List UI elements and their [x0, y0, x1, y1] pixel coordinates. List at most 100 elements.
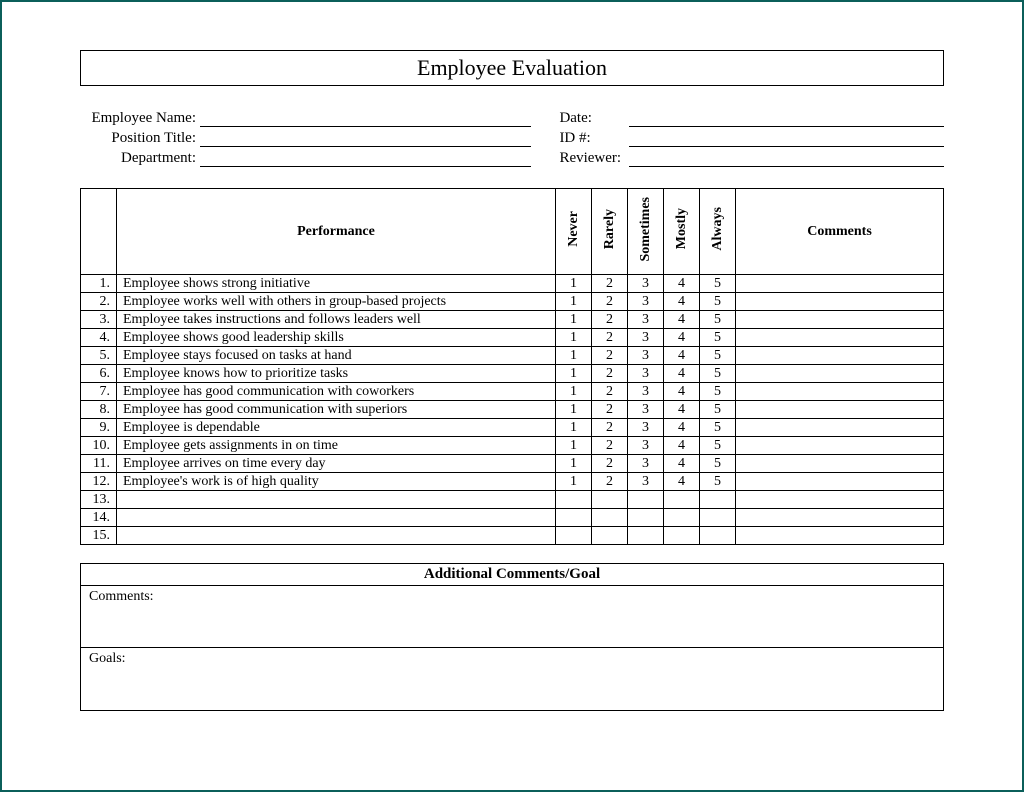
rating-cell[interactable]: 1 — [556, 293, 592, 311]
rating-cell[interactable]: 2 — [592, 365, 628, 383]
rating-cell[interactable]: 5 — [700, 401, 736, 419]
comments-cell[interactable] — [736, 419, 944, 437]
rating-cell[interactable]: 1 — [556, 437, 592, 455]
rating-cell[interactable]: 5 — [700, 365, 736, 383]
rating-cell[interactable]: 2 — [592, 473, 628, 491]
rating-cell[interactable]: 3 — [628, 329, 664, 347]
rating-cell[interactable]: 3 — [628, 347, 664, 365]
comments-cell[interactable] — [736, 473, 944, 491]
input-id[interactable] — [629, 131, 944, 147]
comments-cell[interactable] — [736, 293, 944, 311]
rating-cell[interactable]: 4 — [664, 311, 700, 329]
rating-cell[interactable]: 3 — [628, 383, 664, 401]
rating-cell[interactable]: 4 — [664, 401, 700, 419]
input-department[interactable] — [200, 151, 531, 167]
rating-cell[interactable]: 4 — [664, 473, 700, 491]
rating-cell[interactable]: 2 — [592, 383, 628, 401]
input-reviewer[interactable] — [629, 151, 944, 167]
rating-cell[interactable] — [700, 509, 736, 527]
rating-cell[interactable]: 2 — [592, 311, 628, 329]
rating-cell[interactable]: 5 — [700, 419, 736, 437]
comments-cell[interactable] — [736, 347, 944, 365]
performance-text: Employee's work is of high quality — [117, 473, 556, 491]
goals-block[interactable]: Goals: — [81, 648, 943, 710]
rating-cell[interactable]: 5 — [700, 347, 736, 365]
rating-cell[interactable]: 1 — [556, 311, 592, 329]
rating-cell[interactable]: 3 — [628, 275, 664, 293]
rating-cell[interactable]: 4 — [664, 347, 700, 365]
comments-cell[interactable] — [736, 455, 944, 473]
comments-cell[interactable] — [736, 383, 944, 401]
rating-cell[interactable]: 1 — [556, 419, 592, 437]
rating-cell[interactable]: 3 — [628, 437, 664, 455]
comments-cell[interactable] — [736, 527, 944, 545]
rating-cell[interactable]: 5 — [700, 329, 736, 347]
rating-cell[interactable]: 5 — [700, 293, 736, 311]
rating-cell[interactable]: 4 — [664, 383, 700, 401]
rating-cell[interactable]: 1 — [556, 473, 592, 491]
rating-cell[interactable]: 3 — [628, 311, 664, 329]
rating-cell[interactable] — [592, 509, 628, 527]
performance-text: Employee knows how to prioritize tasks — [117, 365, 556, 383]
rating-cell[interactable] — [556, 527, 592, 545]
rating-cell[interactable]: 1 — [556, 347, 592, 365]
rating-cell[interactable] — [628, 491, 664, 509]
rating-cell[interactable]: 5 — [700, 275, 736, 293]
rating-cell[interactable]: 2 — [592, 293, 628, 311]
rating-cell[interactable]: 4 — [664, 419, 700, 437]
rating-cell[interactable]: 3 — [628, 473, 664, 491]
rating-cell[interactable]: 3 — [628, 455, 664, 473]
rating-cell[interactable]: 1 — [556, 455, 592, 473]
rating-cell[interactable]: 5 — [700, 473, 736, 491]
rating-cell[interactable] — [592, 527, 628, 545]
rating-cell[interactable]: 3 — [628, 419, 664, 437]
rating-cell[interactable] — [592, 491, 628, 509]
rating-cell[interactable]: 5 — [700, 437, 736, 455]
comments-cell[interactable] — [736, 437, 944, 455]
rating-cell[interactable]: 4 — [664, 437, 700, 455]
rating-cell[interactable]: 1 — [556, 383, 592, 401]
rating-cell[interactable]: 2 — [592, 275, 628, 293]
rating-cell[interactable]: 2 — [592, 419, 628, 437]
rating-cell[interactable]: 2 — [592, 401, 628, 419]
input-employee-name[interactable] — [200, 111, 531, 127]
comments-block[interactable]: Comments: — [81, 586, 943, 648]
rating-cell[interactable]: 2 — [592, 329, 628, 347]
rating-cell[interactable] — [664, 491, 700, 509]
comments-cell[interactable] — [736, 365, 944, 383]
rating-cell[interactable]: 5 — [700, 311, 736, 329]
rating-cell[interactable]: 4 — [664, 365, 700, 383]
rating-cell[interactable] — [556, 509, 592, 527]
rating-cell[interactable] — [628, 509, 664, 527]
rating-cell[interactable] — [700, 491, 736, 509]
rating-cell[interactable] — [700, 527, 736, 545]
rating-cell[interactable]: 3 — [628, 365, 664, 383]
rating-cell[interactable]: 1 — [556, 275, 592, 293]
comments-cell[interactable] — [736, 275, 944, 293]
rating-cell[interactable]: 3 — [628, 293, 664, 311]
rating-cell[interactable]: 5 — [700, 455, 736, 473]
rating-cell[interactable]: 1 — [556, 365, 592, 383]
rating-cell[interactable] — [664, 509, 700, 527]
rating-cell[interactable]: 4 — [664, 455, 700, 473]
comments-cell[interactable] — [736, 311, 944, 329]
rating-cell[interactable] — [664, 527, 700, 545]
rating-cell[interactable]: 5 — [700, 383, 736, 401]
rating-cell[interactable]: 2 — [592, 455, 628, 473]
input-date[interactable] — [629, 111, 944, 127]
rating-cell[interactable]: 2 — [592, 347, 628, 365]
comments-cell[interactable] — [736, 509, 944, 527]
rating-cell[interactable]: 2 — [592, 437, 628, 455]
rating-cell[interactable]: 4 — [664, 275, 700, 293]
input-position-title[interactable] — [200, 131, 531, 147]
comments-cell[interactable] — [736, 329, 944, 347]
rating-cell[interactable] — [556, 491, 592, 509]
rating-cell[interactable]: 1 — [556, 401, 592, 419]
rating-cell[interactable] — [628, 527, 664, 545]
rating-cell[interactable]: 4 — [664, 329, 700, 347]
comments-cell[interactable] — [736, 491, 944, 509]
rating-cell[interactable]: 3 — [628, 401, 664, 419]
rating-cell[interactable]: 4 — [664, 293, 700, 311]
rating-cell[interactable]: 1 — [556, 329, 592, 347]
comments-cell[interactable] — [736, 401, 944, 419]
